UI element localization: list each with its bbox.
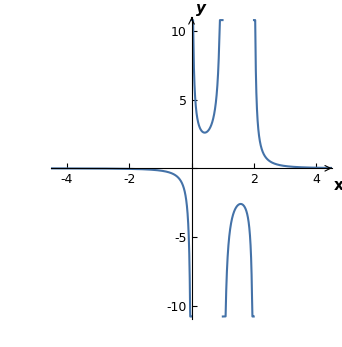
Text: x: x — [333, 178, 342, 193]
Text: y: y — [196, 1, 206, 16]
